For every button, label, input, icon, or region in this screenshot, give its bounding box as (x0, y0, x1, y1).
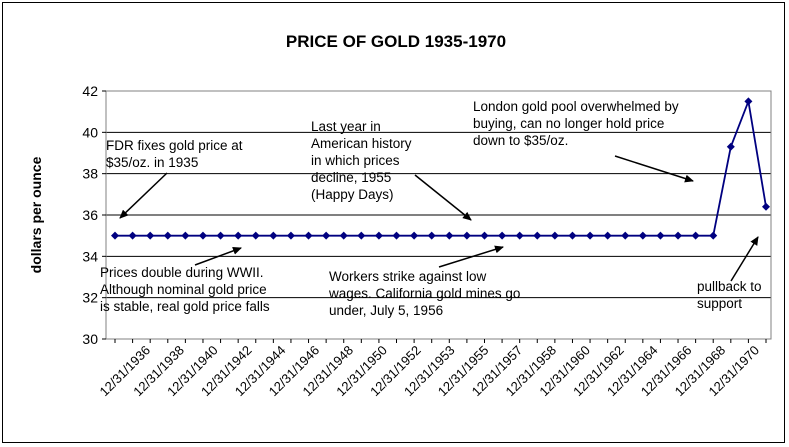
annotation-line: Although nominal gold price (100, 282, 267, 297)
arrow-strike (438, 245, 504, 268)
annotation-line: FDR fixes gold price at (106, 138, 243, 153)
annotation-line: $35/oz. in 1935 (106, 155, 198, 170)
chart-title: PRICE OF GOLD 1935-1970 (286, 32, 506, 51)
data-point (550, 231, 559, 240)
y-axis-label: dollars per ounce (28, 156, 44, 273)
data-point (198, 231, 207, 240)
data-point (744, 97, 753, 106)
data-point (374, 231, 383, 240)
data-point (181, 231, 190, 240)
arrow-pullback (730, 236, 759, 282)
data-point (621, 231, 630, 240)
annotation-line: under, July 5, 1956 (329, 303, 443, 318)
data-point (339, 231, 348, 240)
gold-price-chart: PRICE OF GOLD 1935-1970 30 32 34 36 38 40 42 d… (28, 32, 772, 399)
data-point (709, 231, 718, 240)
annotation-wwii: Prices double during WWII. Although nomin… (100, 265, 270, 314)
annotation-line: (Happy Days) (311, 187, 394, 202)
annotation-line: London gold pool overwhelmed by (473, 99, 679, 114)
annotation-line: down to $35/oz. (473, 133, 568, 148)
annotation-strike: Workers strike against low wages. Califor… (328, 269, 520, 318)
data-point (269, 231, 278, 240)
y-tick-label: 36 (82, 207, 98, 223)
data-point (163, 231, 172, 240)
annotation-pullback: pullback to support (697, 279, 762, 311)
annotation-line: buying, can no longer hold price (473, 116, 664, 131)
data-point (427, 231, 436, 240)
data-point (251, 231, 260, 240)
annotation-line: American history (311, 136, 412, 151)
y-tick-label: 32 (82, 290, 98, 306)
y-tick-label: 30 (82, 331, 98, 347)
data-point (498, 231, 507, 240)
annotation-line: wages. California gold mines go (328, 286, 520, 301)
y-tick-label: 38 (82, 166, 98, 182)
y-tick-label: 34 (82, 248, 98, 264)
annotation-line: Workers strike against low (329, 269, 487, 284)
arrow-lastyear (414, 174, 472, 221)
annotation-line: is stable, real gold price falls (100, 299, 270, 314)
data-point (568, 231, 577, 240)
data-point (410, 231, 419, 240)
chart-frame: PRICE OF GOLD 1935-1970 30 32 34 36 38 40 42 d… (2, 2, 785, 443)
arrow-london (614, 155, 694, 183)
annotation-line: in which prices (311, 153, 400, 168)
data-point (674, 231, 683, 240)
y-tick-label: 40 (82, 124, 98, 140)
arrow-fdr (119, 172, 168, 219)
data-point (234, 231, 243, 240)
data-point (445, 231, 454, 240)
series-line-gold-price (115, 97, 767, 237)
annotation-line: Prices double during WWII. (100, 265, 264, 280)
data-point (216, 231, 225, 240)
data-point (533, 231, 542, 240)
data-point (462, 231, 471, 240)
data-point (111, 231, 119, 240)
data-point (762, 202, 770, 211)
annotation-line: support (697, 296, 742, 311)
data-point (286, 231, 295, 240)
data-point (304, 231, 313, 240)
annotation-london: London gold pool overwhelmed by buying, c… (473, 99, 679, 148)
data-point (691, 231, 700, 240)
data-point (146, 231, 155, 240)
annotation-line: decline, 1955 (311, 170, 391, 185)
data-point (656, 231, 665, 240)
y-tick-label: 42 (82, 83, 98, 99)
annotation-lastyear: Last year in American history in which pri… (311, 119, 412, 202)
data-point (128, 231, 137, 240)
annotation-line: Last year in (311, 119, 381, 134)
data-point (515, 231, 524, 240)
annotation-fdr: FDR fixes gold price at $35/oz. in 1935 (106, 138, 243, 170)
data-point (638, 231, 647, 240)
data-point (603, 231, 612, 240)
data-point (357, 231, 366, 240)
data-point (322, 231, 331, 240)
arrow-wwii (194, 247, 242, 266)
data-point (480, 231, 489, 240)
data-point (726, 142, 735, 151)
annotation-line: pullback to (697, 279, 762, 294)
data-point (392, 231, 401, 240)
data-point (586, 231, 595, 240)
